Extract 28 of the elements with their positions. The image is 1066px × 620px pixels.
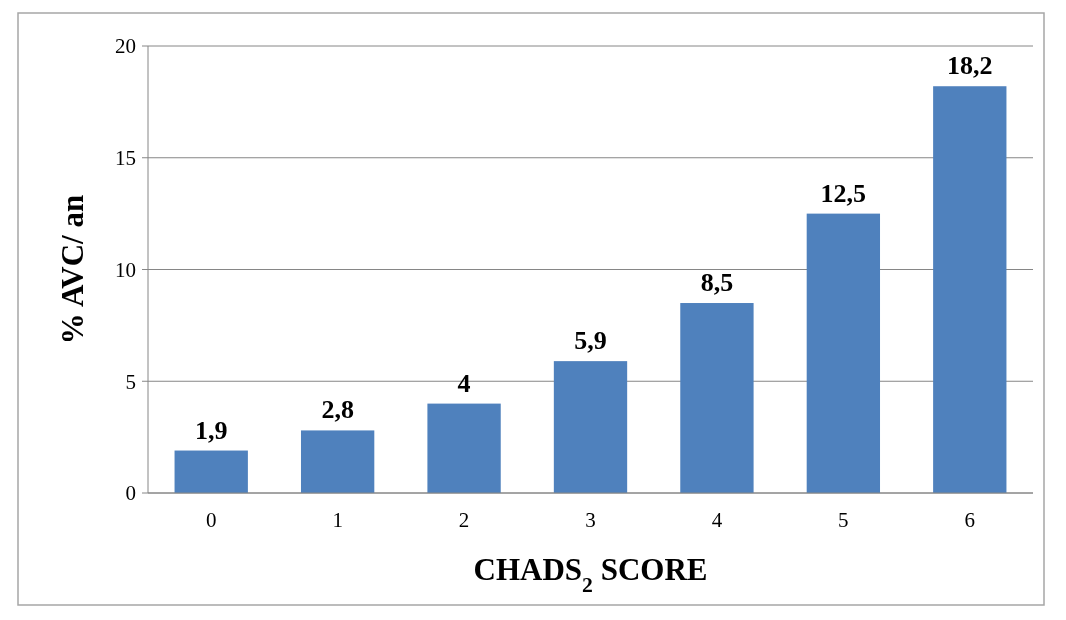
data-label: 8,5 — [700, 268, 734, 298]
bar — [680, 303, 754, 493]
x-tick-label: 6 — [964, 508, 976, 532]
bar — [174, 450, 248, 493]
data-label: 4 — [457, 368, 471, 398]
bar — [427, 403, 501, 493]
data-label: 2,8 — [321, 395, 354, 425]
y-tick-label: 0 — [125, 481, 136, 506]
x-tick-label: 5 — [838, 508, 849, 532]
y-tick-label: 10 — [115, 257, 136, 282]
y-tick-label: 5 — [125, 369, 136, 394]
x-tick-label: 3 — [585, 508, 596, 532]
bar — [806, 213, 881, 493]
bar — [553, 361, 628, 493]
data-label: 12,5 — [820, 178, 867, 208]
x-tick-label: 2 — [458, 508, 470, 532]
data-label: 5,9 — [574, 326, 607, 356]
data-label: 18,2 — [947, 51, 993, 81]
x-tick-label: 1 — [332, 508, 343, 532]
y-tick-label: 20 — [115, 34, 136, 59]
x-tick-label: 0 — [205, 508, 217, 532]
x-tick-label: 4 — [711, 508, 723, 532]
data-label: 1,9 — [194, 415, 228, 445]
x-axis-title: CHADS$_{2}$ SCORE — [473, 552, 708, 597]
bar — [933, 86, 1007, 493]
y-axis-title: % AVC/ an — [55, 194, 90, 345]
y-tick-label: 15 — [115, 146, 136, 171]
bar — [300, 430, 375, 493]
